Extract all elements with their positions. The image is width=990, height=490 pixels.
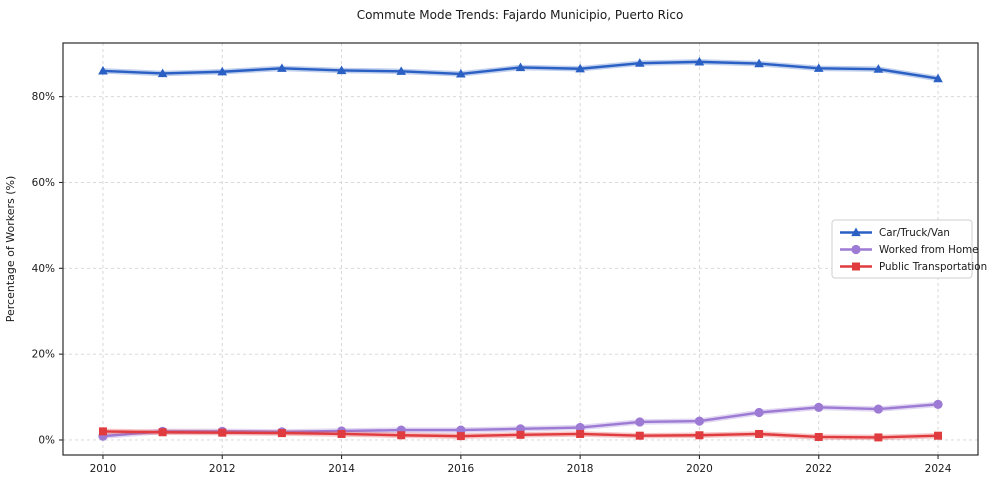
car-truck-van-marker — [456, 68, 466, 78]
public-transportation-marker — [218, 428, 227, 437]
x-tick-label: 2020 — [686, 463, 713, 475]
worked-from-home-marker — [814, 402, 824, 412]
legend-label: Public Transportation — [879, 261, 987, 273]
public-transportation-marker — [516, 430, 525, 439]
public-transportation-marker — [277, 429, 286, 438]
legend-marker — [851, 227, 861, 237]
public-transportation-marker — [576, 429, 585, 438]
y-tick-label: 40% — [32, 263, 55, 275]
public-transportation-marker — [635, 431, 644, 440]
x-tick-label: 2012 — [209, 463, 236, 475]
public-transportation-marker — [874, 433, 883, 442]
worked-from-home-marker — [575, 422, 585, 433]
legend-item: Car/Truck/Van — [840, 227, 950, 239]
public-transportation-marker — [934, 431, 943, 440]
car-truck-van-marker — [694, 56, 705, 66]
car-truck-van-marker — [217, 66, 228, 76]
y-tick-label: 0% — [38, 434, 55, 446]
y-axis-label: Percentage of Workers (%) — [4, 176, 17, 323]
legend-label: Car/Truck/Van — [879, 227, 950, 239]
legend-item: Public Transportation — [840, 261, 987, 273]
data-series — [98, 56, 943, 442]
car-truck-van-marker — [634, 58, 645, 67]
chart-title: Commute Mode Trends: Fajardo Municipio, … — [357, 8, 684, 22]
worked-from-home-marker — [933, 399, 943, 409]
legend-box — [831, 219, 973, 279]
legend-label: Worked from Home — [879, 244, 979, 256]
worked-from-home-marker — [694, 416, 705, 426]
worked-from-home-marker — [754, 407, 764, 418]
y-tick-label: 20% — [32, 349, 55, 361]
car-truck-van-marker — [754, 58, 764, 68]
car-truck-van-marker — [98, 65, 108, 75]
x-tick-label: 2022 — [805, 463, 832, 475]
car-truck-van-marker — [157, 68, 168, 78]
legend-item: Worked from Home — [840, 244, 979, 256]
public-transportation-marker — [456, 432, 465, 441]
y-tick-label: 80% — [32, 91, 55, 103]
car-truck-van-marker — [575, 63, 585, 73]
car-truck-van-marker — [813, 63, 824, 72]
public-transportation-marker — [158, 428, 167, 437]
legend-marker — [851, 244, 861, 255]
car-truck-van-marker — [933, 73, 943, 83]
car-truck-van-marker — [336, 65, 347, 75]
legend-marker — [852, 262, 860, 271]
public-transportation-marker — [397, 431, 406, 440]
worked-from-home-marker — [635, 417, 645, 427]
public-transportation-marker — [98, 427, 107, 436]
series-public-transportation — [98, 427, 943, 442]
car-truck-van-marker — [396, 66, 407, 75]
legend: Car/Truck/Van Worked from Home Public Tran… — [831, 219, 987, 279]
x-tick-label: 2010 — [90, 463, 117, 475]
public-transportation-marker — [337, 429, 346, 438]
public-transportation-marker — [814, 432, 823, 441]
worked-from-home-marker — [873, 404, 883, 414]
public-transportation-marker — [695, 431, 704, 440]
x-tick-label: 2018 — [567, 463, 594, 475]
y-tick-label: 60% — [32, 177, 55, 189]
series-car-truck-van — [98, 56, 943, 83]
x-tick-label: 2014 — [328, 463, 355, 475]
car-truck-van-marker — [515, 62, 526, 72]
plot-border — [62, 42, 979, 456]
axes: 0% 20% 40% 60% 80% 2010 2012 2014 2016 2018 2020 20… — [32, 42, 979, 475]
x-tick-label: 2016 — [447, 463, 474, 475]
car-truck-van-marker — [873, 64, 884, 73]
x-tick-label: 2024 — [925, 463, 952, 475]
public-transportation-marker — [755, 429, 764, 438]
car-truck-van-marker — [277, 63, 287, 72]
